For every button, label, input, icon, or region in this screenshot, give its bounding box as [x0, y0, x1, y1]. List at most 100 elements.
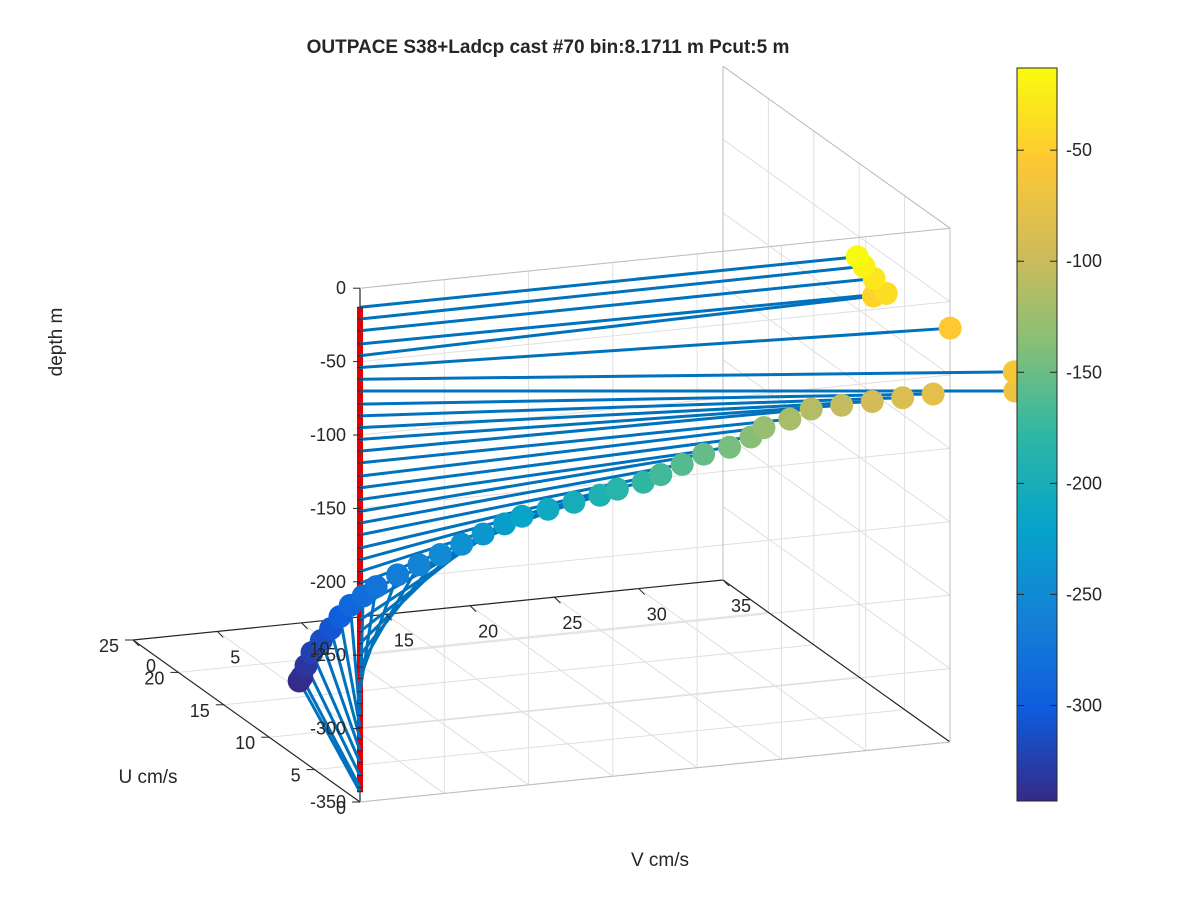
- velocity-line: [358, 586, 378, 693]
- z-tick-label: 0: [336, 278, 346, 298]
- chart-title: OUTPACE S38+Ladcp cast #70 bin:8.1711 m …: [307, 37, 790, 58]
- grid-line: [359, 521, 951, 583]
- z-tick-label: -50: [320, 352, 346, 372]
- x-tick-label: 15: [394, 630, 414, 650]
- y-tick-label: 25: [99, 636, 119, 656]
- x-tick-mark: [722, 579, 730, 587]
- x-tick-label: 30: [647, 605, 667, 625]
- x-tick-mark: [216, 631, 224, 638]
- velocity-point: [562, 490, 586, 514]
- grid-line: [301, 622, 529, 786]
- velocity-point: [778, 407, 802, 431]
- velocity-point: [588, 483, 612, 507]
- velocity-line: [300, 676, 362, 789]
- x-tick-label: 5: [230, 647, 240, 667]
- velocity-line: [359, 462, 683, 525]
- velocity-line: [359, 370, 1015, 381]
- z-tick-label: -250: [310, 645, 346, 665]
- velocity-point: [670, 452, 694, 476]
- velocity-line: [358, 574, 399, 680]
- velocity-line: [359, 426, 765, 478]
- axis-edge: [722, 579, 951, 743]
- grid-line: [223, 644, 814, 706]
- grid-line: [638, 588, 867, 751]
- velocity-line: [359, 399, 873, 430]
- velocity-point: [605, 477, 629, 501]
- z-tick-label: -350: [310, 792, 346, 812]
- velocity-point: [386, 563, 410, 587]
- axis-edge: [132, 639, 361, 803]
- grid-line: [554, 596, 782, 760]
- velocity-line: [297, 680, 362, 793]
- colorbar-tick-label: -300: [1066, 695, 1102, 715]
- grid-line: [722, 212, 951, 376]
- velocity-point: [692, 442, 716, 466]
- velocity-line: [304, 664, 362, 777]
- y-tick-label: 10: [235, 733, 255, 753]
- axis-edge: [359, 741, 951, 803]
- velocity-points: [287, 245, 1027, 693]
- velocity-line: [359, 417, 791, 465]
- velocity-point: [493, 512, 517, 536]
- grid-line: [359, 301, 951, 363]
- velocity-line: [329, 628, 362, 740]
- grid-line: [722, 139, 951, 303]
- velocity-line: [359, 294, 874, 358]
- velocity-point: [799, 397, 823, 421]
- grid-line: [722, 359, 951, 523]
- grid-line: [216, 631, 445, 794]
- velocity-line: [359, 255, 858, 309]
- grid-line: [178, 611, 769, 673]
- y-tick-label: 5: [291, 766, 301, 786]
- y-axis-label: U cm/s: [118, 767, 177, 788]
- colorbar-gradient: [1016, 67, 1058, 802]
- colorbar-tick-label: -250: [1066, 584, 1102, 604]
- y-tick-label: 0: [336, 798, 346, 818]
- z-tick-label: -100: [310, 425, 346, 445]
- velocity-point: [845, 245, 869, 269]
- velocity-point: [718, 435, 742, 459]
- z-tick-label: -200: [310, 572, 346, 592]
- x-tick-mark: [469, 605, 477, 613]
- x-axis-label: V cm/s: [631, 850, 689, 871]
- x-tick-label: 0: [146, 656, 156, 676]
- colorbar-tick-label: -100: [1066, 251, 1102, 271]
- grid-line: [385, 613, 614, 777]
- velocity-line: [310, 651, 362, 763]
- grid-line: [722, 432, 951, 596]
- velocity-line: [359, 452, 704, 513]
- velocity-line: [359, 445, 730, 502]
- grid-line: [722, 506, 951, 670]
- colorbar-tick-label: -200: [1066, 473, 1102, 493]
- x-tick-mark: [132, 639, 140, 647]
- velocity-line: [319, 640, 362, 752]
- velocity-point: [921, 382, 945, 406]
- grid-line: [359, 594, 951, 656]
- velocity-point: [752, 416, 776, 440]
- velocity-point: [830, 393, 854, 417]
- z-tick-label: -300: [310, 719, 346, 739]
- velocity-point: [631, 470, 655, 494]
- velocity-line: [359, 403, 842, 441]
- velocity-line: [359, 276, 875, 333]
- velocity-line: [359, 435, 752, 490]
- velocity-point: [428, 542, 452, 566]
- velocity-line: [359, 291, 887, 346]
- velocity-point: [407, 553, 431, 577]
- velocity-point: [510, 504, 534, 528]
- x-tick-label: 20: [478, 622, 498, 642]
- y-tick-label: 15: [190, 701, 210, 721]
- grid-line: [314, 709, 905, 771]
- grid-line: [722, 285, 951, 449]
- colorbar: -50 -100 -150 -200 -250 -300: [1016, 67, 1102, 802]
- grid-line: [469, 605, 698, 769]
- x-tick-label: 25: [562, 613, 582, 633]
- colorbar-tick-label: -150: [1066, 362, 1102, 382]
- velocity-point: [938, 316, 962, 340]
- x-tick-label: 35: [731, 596, 751, 616]
- velocity-point: [536, 497, 560, 521]
- colorbar-ticks: -50 -100 -150 -200 -250 -300: [1017, 140, 1102, 715]
- x-tick-mark: [301, 622, 308, 630]
